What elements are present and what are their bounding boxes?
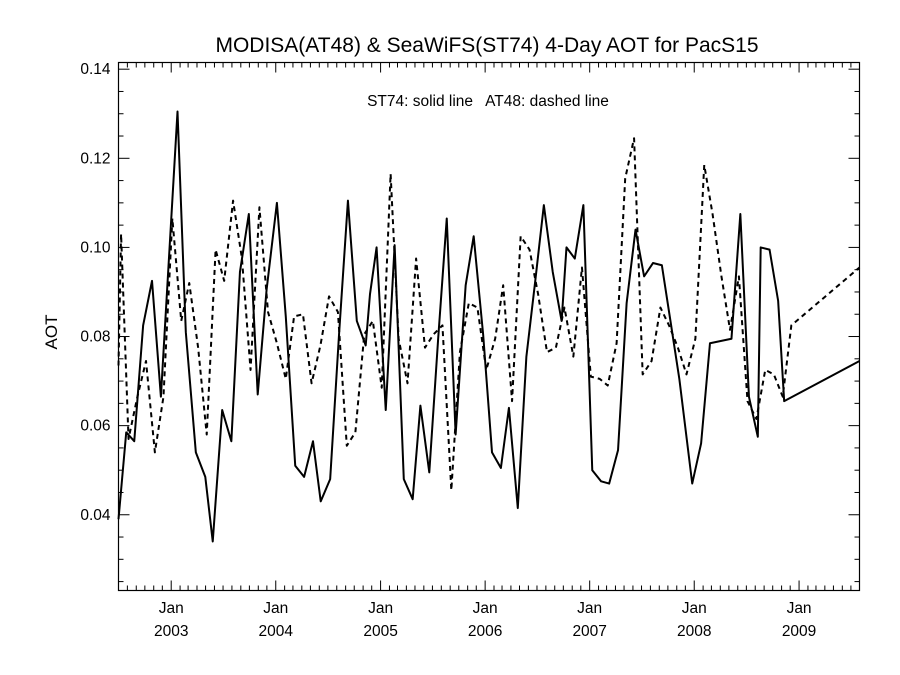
x-tick-year-label: 2004 [259, 623, 294, 640]
x-tick-month-label: Jan [577, 600, 602, 617]
plot-frame [117, 61, 861, 592]
y-axis: 0.04 0.06 0.08 0.10 0.12 0.14 [80, 61, 860, 583]
x-tick-month-label: Jan [159, 600, 184, 617]
x-tick-month-label: Jan [473, 600, 498, 617]
x-tick-month-label: Jan [787, 600, 812, 617]
y-tick-label: 0.04 [80, 507, 111, 524]
x-tick-year-label: 2005 [363, 623, 397, 640]
x-tick-year-label: 2003 [154, 623, 188, 640]
x-axis: Jan 2003 Jan 2004 Jan 2005 Jan 2006 Jan 2007 Jan 20… [118, 62, 852, 640]
y-tick-label: 0.08 [80, 329, 110, 346]
series-layer [117, 110, 861, 543]
y-tick-label: 0.12 [80, 150, 110, 167]
x-tick-year-label: 2006 [468, 623, 502, 640]
x-tick-month-label: Jan [682, 600, 707, 617]
chart-title: MODISA(AT48) & SeaWiFS(ST74) 4-Day AOT f… [215, 34, 758, 57]
x-tick-year-label: 2009 [782, 623, 816, 640]
y-tick-label: 0.14 [80, 61, 111, 78]
y-axis-label: AOT [42, 315, 61, 350]
y-tick-label: 0.06 [80, 418, 110, 435]
x-tick-year-label: 2007 [572, 623, 606, 640]
series-line-solid [117, 110, 860, 543]
x-tick-month-label: Jan [263, 600, 288, 617]
chart-annotation: ST74: solid line AT48: dashed line [367, 93, 609, 110]
x-tick-year-label: 2008 [677, 623, 711, 640]
y-tick-label: 0.10 [80, 239, 111, 256]
x-tick-month-label: Jan [368, 600, 393, 617]
series-line-dashed [117, 137, 861, 492]
